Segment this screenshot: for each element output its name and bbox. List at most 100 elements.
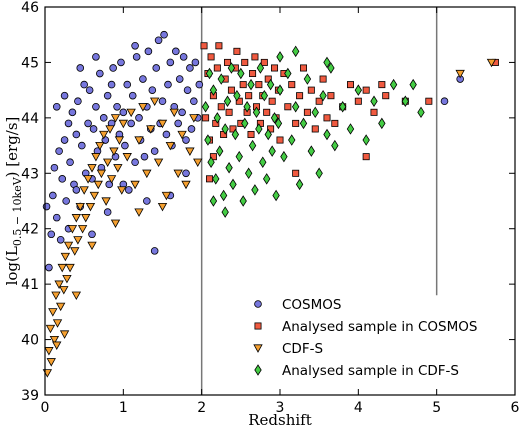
data-point — [266, 78, 275, 91]
data-point — [72, 130, 81, 139]
data-point — [303, 73, 312, 85]
series-2 — [42, 58, 497, 378]
data-point — [150, 247, 159, 255]
data-point — [319, 89, 327, 102]
data-point — [68, 108, 77, 117]
y-tick-label: 42 — [21, 222, 39, 238]
data-point — [89, 191, 100, 201]
data-point — [221, 206, 229, 218]
data-point — [109, 64, 117, 72]
data-point — [135, 114, 143, 122]
data-point — [140, 152, 149, 161]
data-point — [85, 202, 96, 212]
data-point — [263, 173, 271, 185]
data-point — [146, 125, 156, 134]
x-tick-label: 6 — [511, 400, 520, 416]
y-tick-label: 39 — [21, 388, 39, 404]
data-point — [87, 164, 97, 173]
data-point — [288, 81, 296, 89]
data-point — [128, 91, 137, 100]
data-point — [233, 47, 241, 55]
data-point — [417, 106, 425, 119]
data-point — [185, 147, 195, 156]
data-point — [84, 119, 92, 128]
data-point — [311, 106, 319, 119]
data-point — [92, 102, 100, 111]
data-point — [113, 102, 121, 111]
data-point — [134, 208, 144, 217]
data-point — [60, 91, 69, 100]
data-point — [71, 214, 82, 223]
data-point — [52, 319, 63, 328]
data-point — [73, 236, 83, 245]
data-point — [99, 114, 108, 122]
data-point — [79, 186, 89, 195]
data-point — [213, 112, 222, 124]
data-point — [139, 75, 147, 83]
data-point — [251, 53, 259, 61]
data-point — [244, 167, 253, 180]
x-tick-label: 2 — [197, 400, 206, 416]
data-point — [223, 95, 232, 107]
data-point — [75, 202, 85, 212]
data-point — [247, 130, 255, 138]
data-point — [134, 136, 144, 145]
legend-marker-1 — [254, 322, 262, 330]
data-point — [331, 139, 339, 152]
data-point — [183, 86, 192, 94]
legend-label-3: Analysed sample in CDF-S — [282, 363, 459, 379]
data-point — [186, 64, 194, 72]
data-point — [117, 186, 127, 195]
y-axis-ticks: 39 40 41 42 43 44 45 46 — [21, 0, 515, 404]
x-tick-label: 1 — [119, 400, 128, 416]
data-point — [217, 73, 225, 85]
data-point — [93, 180, 103, 190]
data-point — [182, 169, 190, 178]
data-point — [280, 150, 288, 163]
data-point — [64, 119, 73, 128]
data-point — [45, 324, 56, 334]
data-point — [271, 64, 279, 72]
data-point — [60, 136, 69, 144]
data-point — [58, 175, 67, 183]
data-point — [118, 119, 129, 129]
data-point — [59, 330, 70, 339]
data-point — [105, 125, 115, 134]
data-point — [362, 134, 370, 146]
data-point — [239, 81, 247, 89]
data-point — [102, 158, 113, 168]
data-point — [264, 128, 272, 141]
data-point — [48, 308, 58, 317]
data-point — [131, 158, 139, 167]
data-point — [85, 86, 94, 94]
data-point — [215, 42, 223, 50]
data-point — [276, 51, 284, 63]
data-point — [268, 145, 276, 157]
data-point — [227, 62, 236, 74]
x-tick-label: 3 — [276, 400, 285, 416]
data-point — [249, 70, 257, 78]
data-point — [92, 53, 100, 61]
data-point — [132, 53, 141, 61]
data-point — [425, 97, 433, 105]
data-point — [323, 128, 331, 141]
data-point — [81, 214, 91, 223]
data-point — [292, 169, 300, 177]
data-point — [307, 145, 316, 157]
y-tick-label: 41 — [21, 277, 39, 293]
data-point — [409, 78, 417, 91]
data-point — [107, 80, 116, 89]
data-point — [288, 134, 296, 146]
data-point — [291, 101, 300, 113]
data-point — [267, 125, 275, 133]
data-point — [62, 197, 70, 205]
data-point — [331, 119, 339, 127]
data-point — [89, 125, 98, 133]
data-point — [299, 64, 307, 72]
data-point — [270, 112, 279, 124]
data-point — [127, 119, 135, 128]
y-axis-label: log(L0.5 − 10keV) [erg/s] — [3, 117, 24, 286]
data-point — [189, 114, 199, 123]
legend-marker-2 — [253, 344, 263, 353]
data-point — [122, 153, 132, 162]
